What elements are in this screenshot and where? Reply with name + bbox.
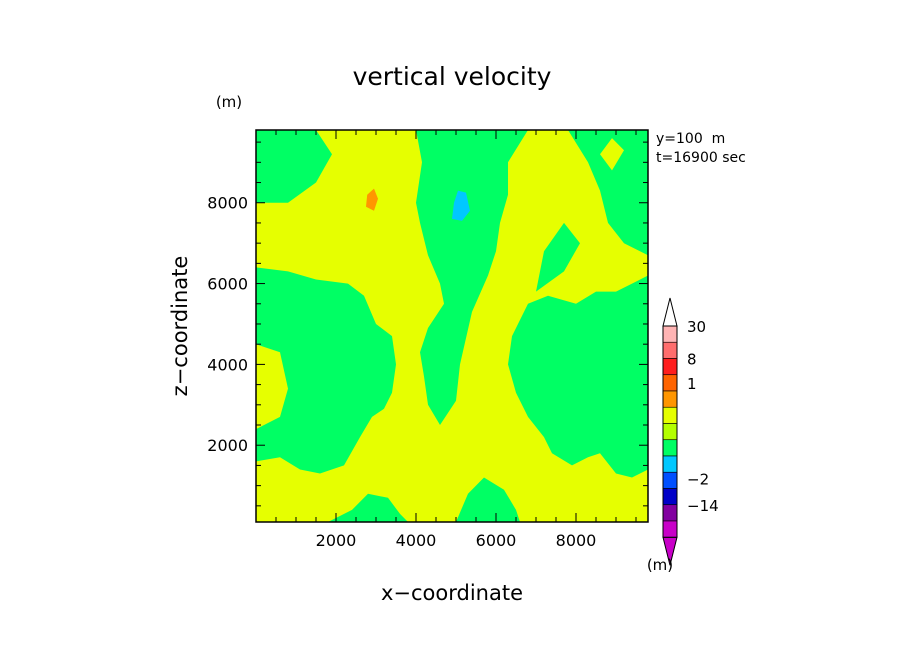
colorbar-segment bbox=[662, 423, 678, 441]
colorbar-label: −2 bbox=[687, 470, 709, 488]
colorbar-segment bbox=[662, 374, 678, 392]
axis-ticks: 2000 4000 6000 8000 2000 4000 6000 8000 bbox=[207, 130, 648, 550]
colorbar-label: −14 bbox=[687, 497, 719, 515]
x-tick-label: 8000 bbox=[556, 531, 597, 550]
x-tick-label: 4000 bbox=[396, 531, 437, 550]
annotation-line-2: t=16900 sec bbox=[656, 150, 746, 166]
contour-region-5 bbox=[328, 352, 368, 389]
y-unit-label: (m) bbox=[216, 93, 242, 111]
chart-title: vertical velocity bbox=[353, 62, 552, 91]
y-axis-label: z−coordinate bbox=[168, 256, 192, 397]
colorbar-label: 30 bbox=[687, 318, 706, 336]
contour-region-3 bbox=[456, 477, 520, 522]
colorbar-segment bbox=[662, 520, 678, 538]
colorbar-segment bbox=[662, 390, 678, 408]
x-axis-label: x−coordinate bbox=[381, 581, 523, 605]
colorbar-frame bbox=[662, 325, 678, 538]
contour-region-1 bbox=[256, 344, 288, 430]
plot-frame bbox=[255, 129, 649, 523]
contour-region-7 bbox=[396, 433, 424, 462]
contour-region-6 bbox=[556, 348, 588, 389]
colorbar: 30 8 1 −2 −14 bbox=[662, 297, 719, 566]
annotation-line-1: y=100 m bbox=[656, 131, 725, 147]
contour-region-4 bbox=[536, 222, 580, 292]
colorbar-segment bbox=[662, 406, 678, 424]
y-tick-label: 6000 bbox=[207, 275, 248, 294]
colorbar-segment bbox=[662, 341, 678, 359]
colorbar-segment bbox=[662, 504, 678, 522]
y-tick-label: 4000 bbox=[207, 355, 248, 374]
colorbar-unit-label: (m) bbox=[647, 556, 673, 574]
colorbar-segment bbox=[662, 488, 678, 506]
contour-region-0 bbox=[256, 130, 648, 522]
x-tick-label: 6000 bbox=[476, 531, 517, 550]
y-tick-label: 2000 bbox=[207, 436, 248, 455]
contour-region-9 bbox=[366, 188, 378, 211]
colorbar-segment bbox=[662, 358, 678, 376]
field-contours bbox=[256, 130, 648, 522]
colorbar-segment bbox=[662, 439, 678, 457]
contour-region-8 bbox=[600, 138, 624, 171]
colorbar-segment bbox=[662, 471, 678, 489]
colorbar-label: 8 bbox=[687, 351, 697, 369]
contour-region-2 bbox=[328, 493, 408, 522]
colorbar-upper-arrow bbox=[662, 297, 678, 327]
colorbar-label: 1 bbox=[687, 375, 697, 393]
colorbar-segment bbox=[662, 325, 678, 343]
colorbar-segment bbox=[662, 455, 678, 473]
x-tick-label: 2000 bbox=[316, 531, 357, 550]
contour-region-10 bbox=[452, 190, 470, 221]
y-tick-label: 8000 bbox=[207, 194, 248, 213]
